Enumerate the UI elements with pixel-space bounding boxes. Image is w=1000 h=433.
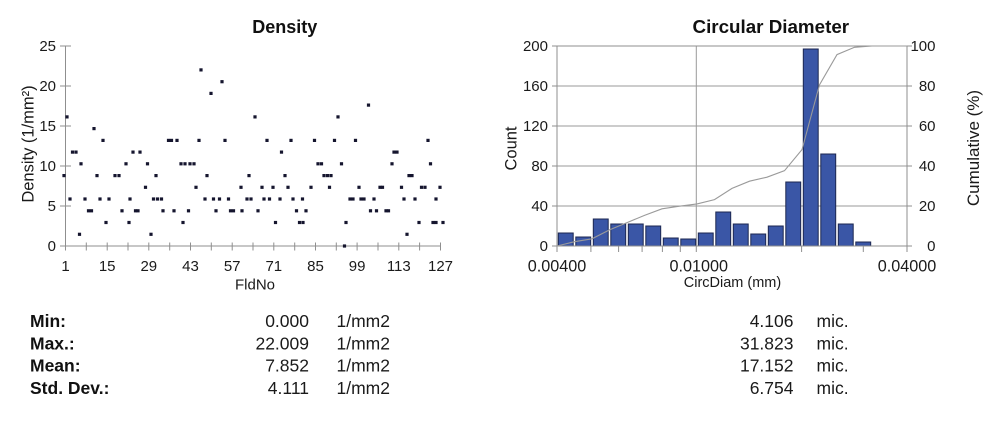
- svg-text:29: 29: [140, 258, 157, 275]
- svg-text:1/mm2: 1/mm2: [337, 356, 390, 376]
- svg-text:1/mm2: 1/mm2: [337, 311, 390, 331]
- svg-text:Mean:: Mean:: [30, 356, 81, 376]
- svg-text:71: 71: [265, 258, 282, 275]
- svg-text:0: 0: [48, 238, 56, 255]
- svg-text:20: 20: [919, 198, 936, 215]
- svg-text:20: 20: [39, 78, 56, 95]
- svg-text:1/mm2: 1/mm2: [337, 378, 390, 398]
- svg-text:57: 57: [224, 258, 241, 275]
- svg-text:43: 43: [182, 258, 199, 275]
- svg-text:60: 60: [919, 118, 936, 135]
- svg-text:0.01000: 0.01000: [670, 258, 729, 276]
- svg-text:17.152: 17.152: [740, 356, 794, 376]
- svg-text:4.106: 4.106: [750, 311, 794, 331]
- svg-text:Count: Count: [503, 126, 521, 170]
- svg-text:99: 99: [349, 258, 366, 275]
- svg-text:Max.:: Max.:: [30, 333, 75, 353]
- svg-text:Std. Dev.:: Std. Dev.:: [30, 378, 109, 398]
- svg-text:31.823: 31.823: [740, 333, 794, 353]
- svg-text:113: 113: [387, 258, 411, 275]
- svg-text:0.000: 0.000: [265, 311, 309, 331]
- svg-text:mic.: mic.: [817, 333, 849, 353]
- svg-text:mic.: mic.: [817, 378, 849, 398]
- svg-text:Density (1/mm²): Density (1/mm²): [20, 85, 38, 202]
- svg-text:200: 200: [523, 38, 548, 55]
- svg-text:6.754: 6.754: [750, 378, 794, 398]
- svg-text:1: 1: [61, 258, 69, 275]
- svg-text:7.852: 7.852: [265, 356, 309, 376]
- svg-text:5: 5: [48, 198, 56, 215]
- svg-text:Cumulative (%): Cumulative (%): [964, 90, 983, 206]
- svg-text:4.111: 4.111: [268, 378, 309, 398]
- svg-text:FldNo: FldNo: [235, 277, 275, 294]
- svg-text:0: 0: [927, 238, 935, 255]
- svg-text:1/mm2: 1/mm2: [337, 333, 390, 353]
- svg-text:0.00400: 0.00400: [528, 258, 587, 276]
- svg-text:127: 127: [428, 258, 453, 275]
- svg-text:15: 15: [99, 258, 116, 275]
- svg-text:0.04000: 0.04000: [878, 258, 937, 276]
- svg-text:25: 25: [39, 38, 56, 55]
- svg-text:100: 100: [910, 38, 935, 55]
- svg-text:160: 160: [523, 78, 548, 95]
- svg-text:15: 15: [39, 118, 56, 135]
- svg-text:Circular Diameter: Circular Diameter: [693, 16, 850, 37]
- svg-text:mic.: mic.: [817, 356, 849, 376]
- svg-text:120: 120: [523, 118, 548, 135]
- svg-text:CircDiam (mm): CircDiam (mm): [684, 275, 781, 291]
- svg-text:10: 10: [39, 158, 56, 175]
- svg-text:80: 80: [919, 78, 936, 95]
- svg-text:Density: Density: [252, 17, 317, 37]
- svg-text:40: 40: [919, 158, 936, 175]
- svg-text:40: 40: [531, 198, 548, 215]
- svg-text:mic.: mic.: [817, 311, 849, 331]
- svg-text:80: 80: [531, 158, 548, 175]
- svg-text:Min:: Min:: [30, 311, 66, 331]
- svg-text:0: 0: [540, 238, 548, 255]
- svg-text:85: 85: [307, 258, 324, 275]
- svg-text:22.009: 22.009: [255, 333, 309, 353]
